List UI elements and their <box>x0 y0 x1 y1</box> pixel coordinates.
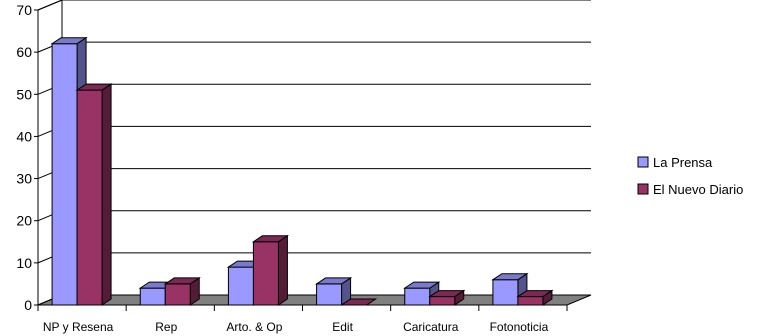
bar-side <box>277 234 288 306</box>
bar <box>403 281 441 306</box>
y-tick-label: 60 <box>16 44 32 60</box>
bar <box>428 289 466 306</box>
bar-front <box>429 296 456 306</box>
legend-swatch <box>637 156 649 168</box>
bar <box>314 276 353 306</box>
bar-side <box>101 83 112 306</box>
x-tick-label: Caricatura <box>403 320 459 334</box>
bar-top <box>75 83 113 91</box>
bar-top <box>251 235 290 243</box>
legend-swatch <box>637 183 649 195</box>
bar-front <box>51 43 78 306</box>
bar <box>163 276 201 306</box>
bar-top <box>403 281 441 289</box>
bar-top <box>516 290 554 298</box>
bar-top <box>50 37 88 45</box>
bar-front <box>404 287 431 306</box>
x-tick-label: Fotonoticia <box>490 320 549 334</box>
bar-front <box>316 283 343 306</box>
bar-front <box>227 266 254 306</box>
bars <box>50 36 554 306</box>
x-tick-label: Rep <box>155 320 177 334</box>
x-tick-label: Edit <box>332 320 353 334</box>
bar <box>251 234 290 306</box>
bar <box>516 289 554 306</box>
bar-front <box>76 89 103 306</box>
bar <box>75 83 113 306</box>
y-tick-label: 50 <box>16 86 32 102</box>
bar-front <box>252 241 279 306</box>
y-axis: 0 10 20 30 40 50 60 70 <box>16 2 39 313</box>
bar-front <box>139 287 166 306</box>
x-axis-labels: NP y Resena Rep Arto. & Op Edit Caricatura Fo… <box>37 304 568 334</box>
x-tick-label: Arto. & Op <box>226 320 282 334</box>
y-tick-label: 70 <box>16 2 32 18</box>
bar-front <box>492 279 519 306</box>
legend-label: El Nuevo Diario <box>653 182 743 197</box>
legend: La Prensa El Nuevo Diario <box>637 155 743 197</box>
y-tick-label: 0 <box>24 297 32 313</box>
gridlines <box>37 0 591 306</box>
y-tick-label: 10 <box>16 255 32 271</box>
y-tick-label: 20 <box>16 213 32 229</box>
y-tick-label: 40 <box>16 128 32 144</box>
bar-front <box>517 296 544 306</box>
bar-top <box>491 273 529 281</box>
y-tick-label: 30 <box>16 171 32 187</box>
x-tick-label: NP y Resena <box>43 320 114 334</box>
bar-top <box>428 290 466 298</box>
legend-label: La Prensa <box>653 155 713 170</box>
bar-front <box>164 283 191 306</box>
bar-top <box>314 277 353 285</box>
bar-top <box>163 277 201 285</box>
gridline-side <box>37 0 63 11</box>
